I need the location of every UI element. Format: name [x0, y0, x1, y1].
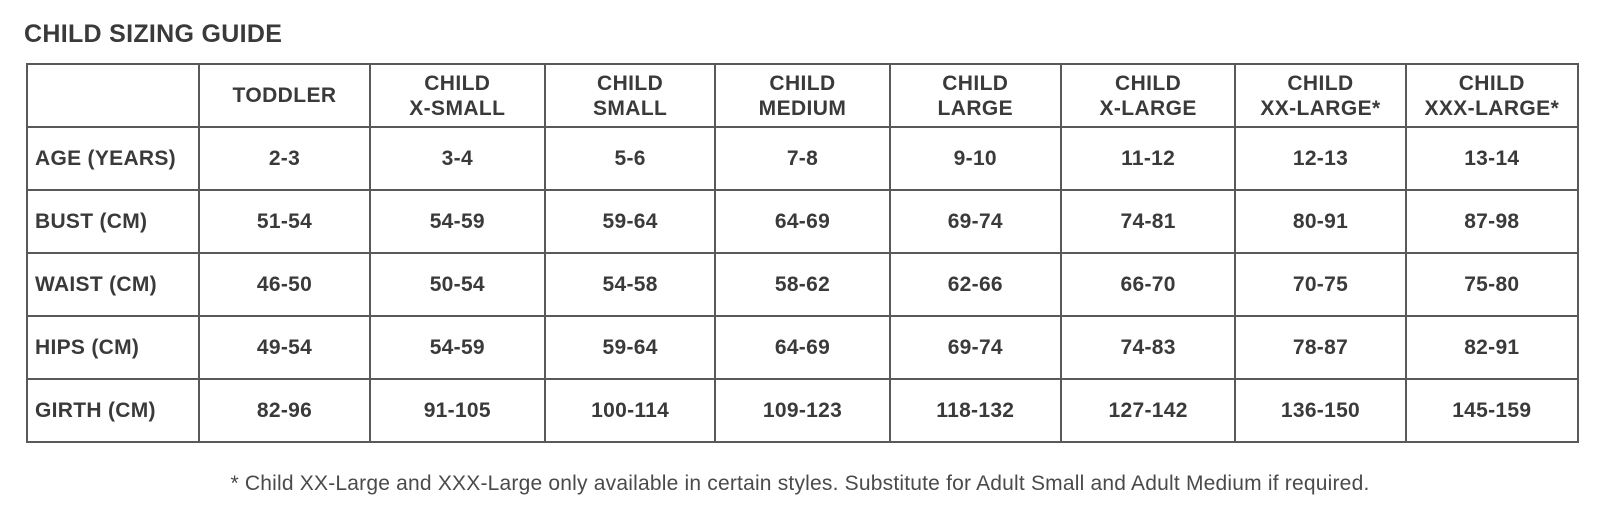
- table-cell: 70-75: [1234, 252, 1407, 317]
- column-header-toddler: TODDLER: [198, 63, 371, 128]
- table-cell: 51-54: [198, 189, 371, 254]
- table-cell: 75-80: [1404, 252, 1580, 317]
- table-cell: 78-87: [1234, 315, 1407, 380]
- table-row: AGE (YEARS) 2-3 3-4 5-6 7-8 9-10 11-12 12-13 13-…: [25, 126, 1580, 191]
- row-label: AGE (YEARS): [25, 126, 201, 191]
- column-header-line1: CHILD: [1458, 71, 1525, 95]
- table-cell: 118-132: [888, 378, 1062, 443]
- row-label: BUST (CM): [25, 189, 201, 254]
- footnote: * Child XX-Large and XXX-Large only avai…: [230, 472, 1370, 495]
- column-header-line1: CHILD: [424, 71, 491, 95]
- column-header-child-small: CHILD SMALL: [543, 63, 717, 128]
- table-cell: 100-114: [543, 378, 717, 443]
- column-header-line2: X-SMALL: [409, 96, 506, 120]
- table-cell: 82-96: [198, 378, 371, 443]
- table-cell: 11-12: [1059, 126, 1237, 191]
- table-cell: 69-74: [888, 315, 1062, 380]
- row-label: GIRTH (CM): [25, 378, 201, 443]
- column-header-line1: CHILD: [1115, 71, 1182, 95]
- page-title: CHILD SIZING GUIDE: [24, 20, 283, 48]
- table-cell: 69-74: [888, 189, 1062, 254]
- table-cell: 2-3: [198, 126, 371, 191]
- table-cell: 66-70: [1059, 252, 1237, 317]
- table-cell: 91-105: [368, 378, 547, 443]
- column-header-child-x-large: CHILD X-LARGE: [1059, 63, 1237, 128]
- table-row: BUST (CM) 51-54 54-59 59-64 64-69 69-74 74-81 8…: [25, 189, 1580, 254]
- table-cell: 127-142: [1059, 378, 1237, 443]
- table-cell: 82-91: [1404, 315, 1580, 380]
- table-cell: 59-64: [543, 189, 717, 254]
- table-cell: 3-4: [368, 126, 547, 191]
- column-header-line1: CHILD: [597, 71, 664, 95]
- sizing-table: TODDLER CHILD X-SMALL CHILD SMALL CHILD …: [25, 63, 1580, 443]
- table-cell: 145-159: [1404, 378, 1580, 443]
- table-cell: 136-150: [1234, 378, 1407, 443]
- column-header-line2: MEDIUM: [758, 96, 847, 120]
- table-row: GIRTH (CM) 82-96 91-105 100-114 109-123 118-1…: [25, 378, 1580, 443]
- column-header-line1: CHILD: [769, 71, 836, 95]
- table-cell: 64-69: [714, 315, 891, 380]
- table-cell: 59-64: [543, 315, 717, 380]
- table-row: WAIST (CM) 46-50 50-54 54-58 58-62 62-66 66-70…: [25, 252, 1580, 317]
- column-header-child-x-small: CHILD X-SMALL: [368, 63, 547, 128]
- header-row: TODDLER CHILD X-SMALL CHILD SMALL CHILD …: [25, 63, 1580, 128]
- column-header-line1: CHILD: [942, 71, 1009, 95]
- table-cell: 49-54: [198, 315, 371, 380]
- table-cell: 62-66: [888, 252, 1062, 317]
- table-cell: 50-54: [368, 252, 547, 317]
- table-cell: 5-6: [543, 126, 717, 191]
- table-cell: 54-58: [543, 252, 717, 317]
- column-header-line2: XXX-LARGE*: [1424, 96, 1560, 120]
- table-cell: 9-10: [888, 126, 1062, 191]
- column-header-child-xxx-large: CHILD XXX-LARGE*: [1404, 63, 1580, 128]
- table-cell: 74-83: [1059, 315, 1237, 380]
- column-header-line2: X-LARGE: [1099, 96, 1197, 120]
- table-row: HIPS (CM) 49-54 54-59 59-64 64-69 69-74 74-83 7…: [25, 315, 1580, 380]
- column-header-child-large: CHILD LARGE: [888, 63, 1062, 128]
- column-header-child-medium: CHILD MEDIUM: [714, 63, 891, 128]
- table-cell: 74-81: [1059, 189, 1237, 254]
- row-label: WAIST (CM): [25, 252, 201, 317]
- table-body: AGE (YEARS) 2-3 3-4 5-6 7-8 9-10 11-12 12-13 13-…: [25, 126, 1580, 443]
- table-cell: 58-62: [714, 252, 891, 317]
- row-label: HIPS (CM): [25, 315, 201, 380]
- table-cell: 7-8: [714, 126, 891, 191]
- table-cell: 12-13: [1234, 126, 1407, 191]
- column-header-line1: CHILD: [1287, 71, 1354, 95]
- table-cell: 64-69: [714, 189, 891, 254]
- table-cell: 54-59: [368, 315, 547, 380]
- column-header-line2: LARGE: [937, 96, 1014, 120]
- table-cell: 109-123: [714, 378, 891, 443]
- column-header-line2: XX-LARGE*: [1260, 96, 1381, 120]
- corner-cell: [25, 63, 201, 128]
- column-header-line2: SMALL: [592, 96, 668, 120]
- table-cell: 13-14: [1404, 126, 1580, 191]
- table-cell: 87-98: [1404, 189, 1580, 254]
- column-header-child-xx-large: CHILD XX-LARGE*: [1234, 63, 1407, 128]
- column-header-line1: TODDLER: [232, 84, 337, 107]
- table-cell: 46-50: [198, 252, 371, 317]
- table-cell: 80-91: [1234, 189, 1407, 254]
- table-cell: 54-59: [368, 189, 547, 254]
